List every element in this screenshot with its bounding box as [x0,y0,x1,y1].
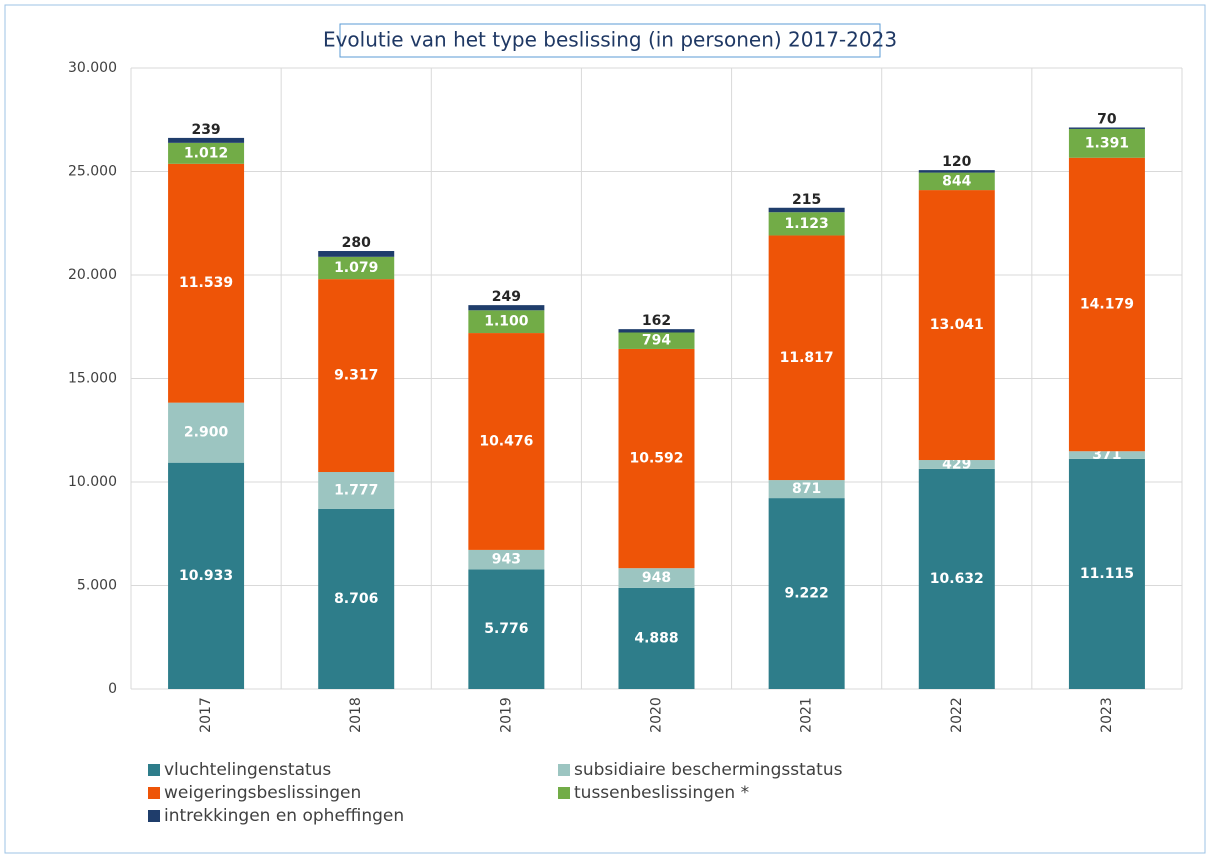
y-tick-label: 5.000 [77,578,117,594]
data-label: 10.592 [629,451,683,467]
x-tick-label: 2021 [799,697,815,733]
legend-label: vluchtelingenstatus [164,760,331,780]
data-label: 162 [642,313,671,329]
bar-segment [768,207,845,213]
data-label: 4.888 [634,630,678,646]
data-label: 14.179 [1080,296,1134,312]
bar-segment [1068,451,1145,459]
data-label: 2.900 [184,425,229,441]
legend-label: subsidiaire beschermingsstatus [574,760,843,780]
bar-segment [168,163,245,403]
bar-segment [318,472,395,509]
data-label: 280 [342,235,371,251]
data-label: 1.777 [334,482,378,498]
x-tick-label: 2019 [498,697,514,733]
legend-swatch [148,764,160,776]
data-label: 10.632 [930,571,984,587]
y-tick-label: 15.000 [68,371,117,387]
bar-segment [1068,157,1145,452]
y-tick-label: 20.000 [68,267,117,283]
chart-title: Evolutie van het type beslissing (in per… [323,28,897,52]
y-tick-label: 25.000 [68,164,117,180]
data-label: 10.933 [179,568,233,584]
bar-segment [318,279,395,473]
data-label: 794 [642,333,671,349]
bar-segment [618,329,695,333]
bar-segment [468,549,545,570]
data-label: 11.539 [179,275,233,291]
bar-segment [1068,458,1145,689]
data-label: 13.041 [930,317,984,333]
bar-segment [318,256,395,280]
bar-segment [768,498,845,689]
bar-segment [468,305,545,311]
data-label: 9.222 [784,586,828,602]
data-label: 239 [191,122,220,138]
data-label: 10.476 [479,433,533,449]
data-label: 5.776 [484,621,528,637]
bar-segment [168,137,245,143]
bar-segment [618,348,695,569]
bar-segment [618,587,695,689]
legend-label: weigeringsbeslissingen [164,783,361,803]
data-label: 120 [942,154,971,170]
legend-label: intrekkingen en opheffingen [164,806,404,826]
x-tick-label: 2017 [198,697,214,733]
data-label: 1.123 [784,216,828,232]
bar-segment [1068,127,1145,129]
y-tick-label: 30.000 [68,60,117,76]
bar-segment [918,190,995,461]
data-label: 11.115 [1080,566,1134,582]
x-tick-label: 2023 [1099,697,1115,733]
bar-segment [468,310,545,334]
bar-segment [468,333,545,550]
data-label: 1.391 [1085,135,1129,151]
data-label: 1.012 [184,145,228,161]
bar-segment [918,170,995,173]
data-label: 1.100 [484,314,529,330]
x-tick-label: 2018 [348,697,364,733]
bar-segment [318,508,395,689]
bar-segment [768,212,845,236]
data-label: 70 [1097,111,1117,127]
bar-segment [618,568,695,588]
bar-segment [1068,128,1145,158]
x-tick-label: 2022 [949,697,965,733]
bar-segment [168,402,245,463]
data-label: 943 [492,552,521,568]
legend-label: tussenbeslissingen * [574,783,749,803]
data-label: 215 [792,192,821,208]
bar-segment [918,172,995,191]
data-label: 871 [792,481,821,497]
bar-segment [168,462,245,689]
data-label: 844 [942,173,971,189]
data-label: 948 [642,570,671,586]
bar-segment [468,569,545,689]
bar-segment [768,235,845,481]
bar-segment [318,251,395,257]
data-label: 429 [942,456,971,472]
legend-swatch [558,764,570,776]
bar-segment [618,332,695,349]
bar-segment [918,468,995,689]
y-tick-label: 10.000 [68,474,117,490]
data-label: 1.079 [334,260,378,276]
bar-segment [168,142,245,164]
data-label: 9.317 [334,368,378,384]
data-label: 11.817 [780,350,834,366]
legend-swatch [558,787,570,799]
bar-segment [768,480,845,499]
y-tick-label: 0 [108,681,117,697]
data-label: 249 [492,289,521,305]
bar-segment [918,460,995,469]
x-tick-label: 2020 [649,697,665,733]
legend-swatch [148,810,160,822]
data-label: 8.706 [334,591,378,607]
title-box [339,23,881,58]
legend-swatch [148,787,160,799]
